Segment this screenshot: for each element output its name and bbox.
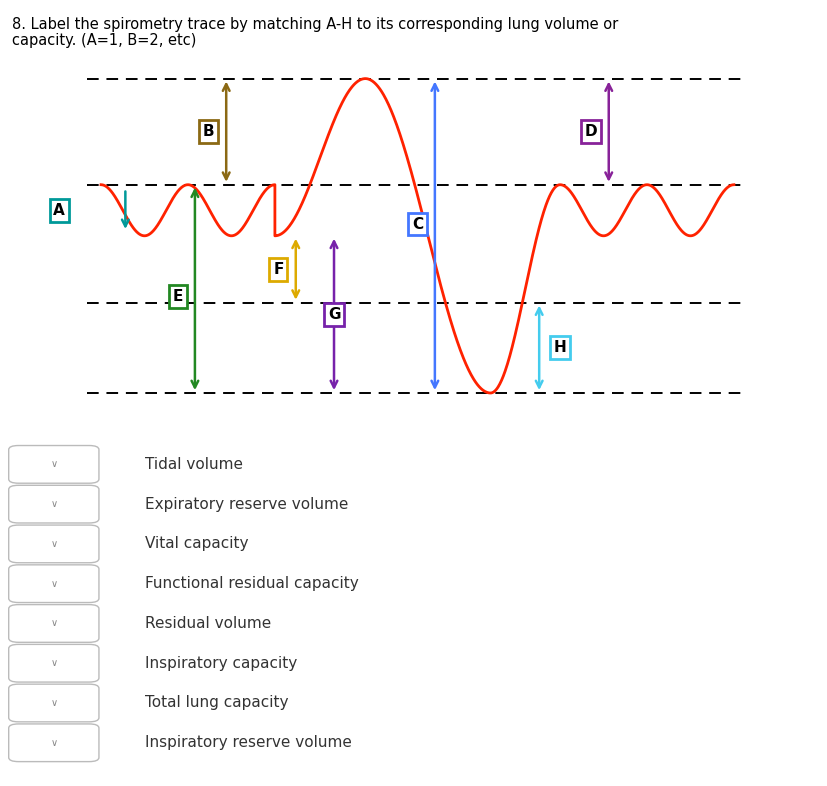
Text: ∨: ∨	[50, 738, 57, 747]
Text: ∨: ∨	[50, 698, 57, 708]
Text: G: G	[327, 307, 340, 322]
FancyBboxPatch shape	[8, 724, 99, 762]
FancyBboxPatch shape	[8, 485, 99, 523]
Text: Vital capacity: Vital capacity	[145, 536, 248, 552]
Text: Functional residual capacity: Functional residual capacity	[145, 576, 358, 591]
Text: ∨: ∨	[50, 578, 57, 589]
Text: D: D	[585, 124, 597, 139]
Text: F: F	[273, 262, 283, 277]
FancyBboxPatch shape	[8, 446, 99, 483]
Text: ∨: ∨	[50, 619, 57, 629]
Text: ∨: ∨	[50, 658, 57, 668]
Text: ∨: ∨	[50, 459, 57, 469]
FancyBboxPatch shape	[8, 684, 99, 722]
Text: E: E	[172, 289, 183, 304]
Text: H: H	[553, 340, 566, 355]
Text: A: A	[54, 203, 65, 218]
Text: 8. Label the spirometry trace by matching A-H to its corresponding lung volume o: 8. Label the spirometry trace by matchin…	[12, 17, 618, 32]
Text: C: C	[411, 216, 423, 232]
Text: Expiratory reserve volume: Expiratory reserve volume	[145, 497, 348, 512]
FancyBboxPatch shape	[8, 645, 99, 682]
Text: Tidal volume: Tidal volume	[145, 457, 242, 472]
FancyBboxPatch shape	[8, 565, 99, 603]
Text: ∨: ∨	[50, 539, 57, 549]
Text: capacity. (A=1, B=2, etc): capacity. (A=1, B=2, etc)	[12, 33, 197, 48]
Text: ∨: ∨	[50, 499, 57, 509]
FancyBboxPatch shape	[8, 525, 99, 563]
Text: Inspiratory capacity: Inspiratory capacity	[145, 656, 297, 670]
Text: Inspiratory reserve volume: Inspiratory reserve volume	[145, 735, 351, 751]
Text: B: B	[203, 124, 214, 139]
Text: Total lung capacity: Total lung capacity	[145, 696, 288, 711]
FancyBboxPatch shape	[8, 604, 99, 642]
Text: Residual volume: Residual volume	[145, 616, 270, 631]
